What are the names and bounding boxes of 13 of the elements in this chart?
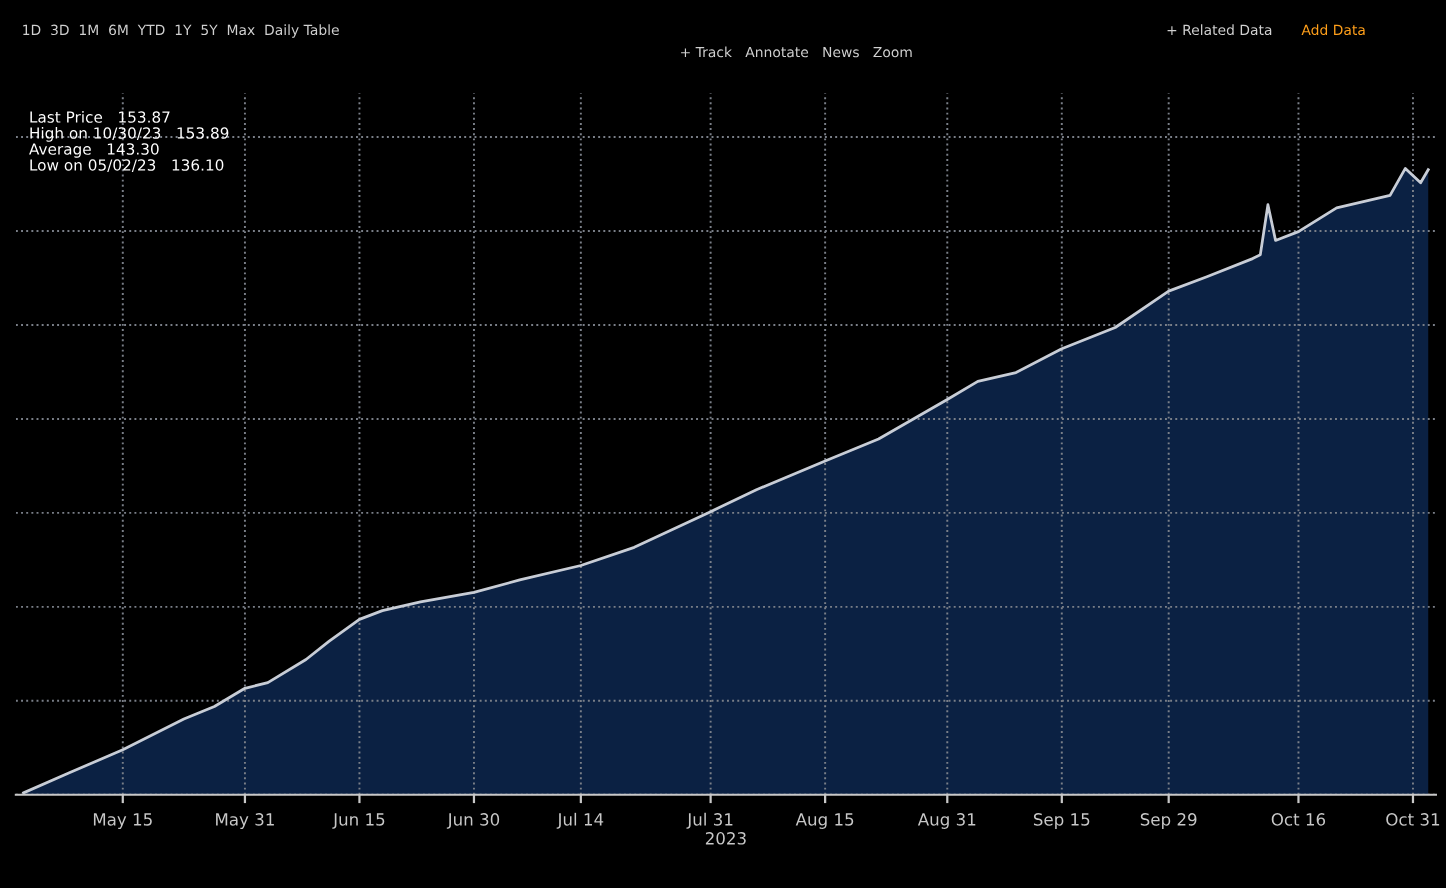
x-tick-label: Sep 15: [1033, 813, 1090, 829]
x-tick-label: Aug 15: [795, 813, 854, 829]
x-axis-title: 2023: [705, 832, 746, 845]
x-tick-label: Jun 15: [332, 813, 385, 829]
x-tick-label: Jun 30: [446, 813, 500, 829]
x-tick-label: Sep 29: [1140, 813, 1197, 829]
x-tick-label: Oct 31: [1386, 813, 1440, 826]
x-tick-label: Jul 31: [686, 812, 733, 829]
x-tick-label: Jul 14: [556, 812, 604, 829]
x-tick-label: May 31: [216, 813, 274, 829]
x-tick-label: Aug 31: [917, 813, 976, 829]
x-tick-label: May 15: [93, 813, 152, 829]
x-tick-label: Oct 16: [1271, 813, 1326, 826]
